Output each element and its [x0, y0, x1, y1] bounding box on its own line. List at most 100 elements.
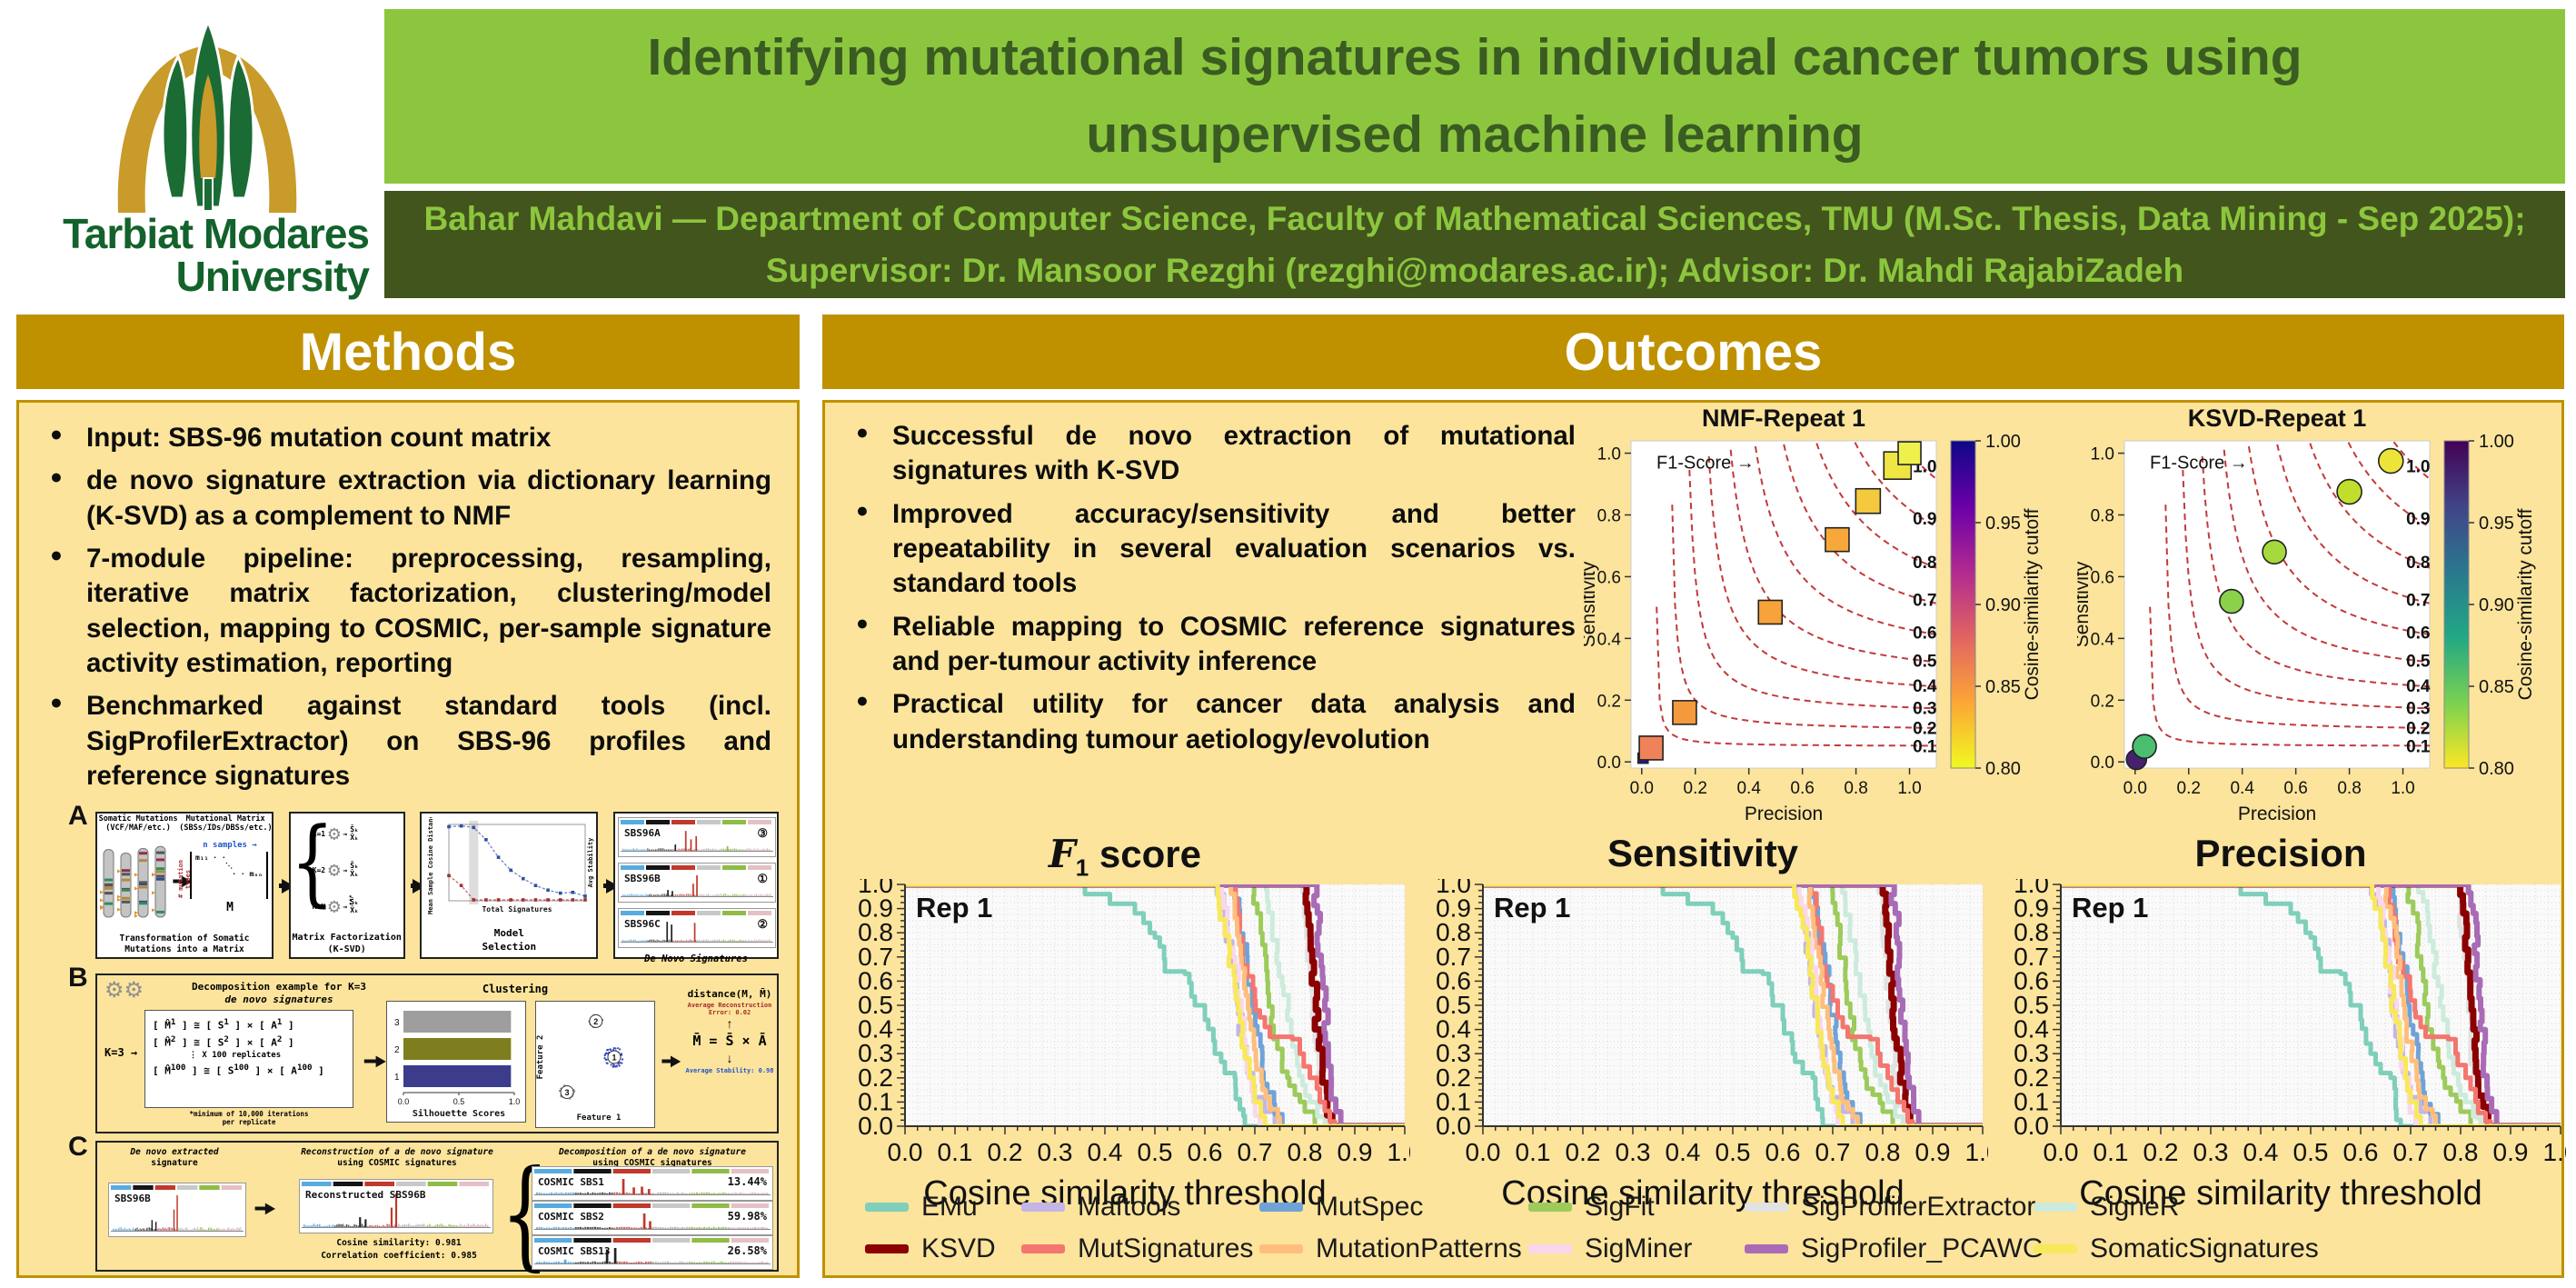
- mini-signature-Reconstructed SBS96B: Reconstructed SBS96B: [299, 1179, 493, 1233]
- svg-text:0.8: 0.8: [1865, 1138, 1901, 1166]
- svg-text:0.2: 0.2: [2014, 1063, 2049, 1092]
- svg-text:0.8: 0.8: [1288, 1138, 1323, 1166]
- svg-text:0.8: 0.8: [1436, 918, 1471, 946]
- svg-text:NMF-Repeat 1: NMF-Repeat 1: [1702, 404, 1865, 432]
- ksvd-scatter-figure: KSVD-Repeat 1 0.1 0.2 0.3 0.4 0.5 0.6 0.7 0.8 0.9…: [2072, 404, 2568, 829]
- logo-cypress-trees: [161, 18, 255, 212]
- svg-text:1.0: 1.0: [2406, 458, 2430, 477]
- svg-text:0.7: 0.7: [1238, 1138, 1273, 1166]
- nmf-scatter-figure: NMF-Repeat 1 0.1 0.2 0.3 0.4 0.5 0.6 0.7 0.8 0.9 1…: [1578, 404, 2074, 829]
- figure-b-decomposition: ⚙⚙ Decomposition example for K=3 de novo s…: [95, 973, 779, 1133]
- methods-bullet: de novo signature extraction via diction…: [43, 464, 771, 534]
- sensitivity-chart: Sensitivity 0.0 0.1 0.2 0.3 0.4 0.5 0.6 0.7 0.8 0.…: [1417, 832, 2000, 1213]
- mini-signature-SBS96C: SBS96C ②: [618, 908, 777, 948]
- svg-text:KSVD-Repeat 1: KSVD-Repeat 1: [2188, 404, 2367, 432]
- svg-text:0.9: 0.9: [1338, 1138, 1373, 1166]
- svg-text:0.1: 0.1: [2406, 737, 2431, 756]
- legend-item-somaticsignatures: SomaticSignatures: [2034, 1233, 2546, 1264]
- poster-title-line1: Identifying mutational signatures in ind…: [647, 27, 2302, 86]
- svg-text:0.7: 0.7: [2393, 1138, 2429, 1166]
- legend-swatch: [1021, 1244, 1065, 1253]
- chromosomes-graphic: [100, 845, 166, 918]
- svg-text:0.6: 0.6: [1436, 966, 1471, 994]
- legend-swatch: [1528, 1203, 1572, 1212]
- svg-text:0.9: 0.9: [858, 894, 893, 923]
- outcomes-header-label: Outcomes: [1564, 322, 1823, 382]
- svg-text:0.2: 0.2: [2406, 720, 2430, 739]
- svg-text:3: 3: [565, 1088, 570, 1097]
- svg-text:0.90: 0.90: [2479, 595, 2514, 615]
- svg-text:COSMIC SBS1: COSMIC SBS1: [538, 1176, 604, 1188]
- svg-text:0.0: 0.0: [1630, 779, 1654, 798]
- legend-label: Maftools: [1078, 1192, 1181, 1222]
- svg-text:0.85: 0.85: [1985, 677, 2021, 697]
- svg-text:F1-Score →: F1-Score →: [2150, 454, 2248, 474]
- silhouette-chart: 3 2 1 0.0 0.5 1.0 Silhouette Scores: [386, 1001, 526, 1123]
- supervisors-line: Supervisor: Dr. Mansoor Rezghi (rezghi@m…: [765, 252, 2184, 289]
- svg-text:①: ①: [757, 872, 768, 885]
- svg-text:0.0: 0.0: [2044, 1138, 2079, 1166]
- svg-text:0.3: 0.3: [2406, 700, 2430, 719]
- svg-text:0.8: 0.8: [2406, 554, 2430, 573]
- methods-bullet: Input: SBS-96 mutation count matrix: [43, 421, 771, 455]
- legend-swatch: [2034, 1244, 2077, 1253]
- logo-arch: [117, 45, 297, 213]
- svg-text:0.0: 0.0: [2091, 754, 2114, 773]
- svg-text:26.58%: 26.58%: [728, 1244, 768, 1257]
- svg-text:1.0: 1.0: [2543, 1138, 2566, 1166]
- svg-text:1.0: 1.0: [1897, 779, 1921, 798]
- decomposition-equations: [ M̂1 ] ≅ [ S1 ] × [ A1 ][ M̂2 ] ≅ [ S2 …: [144, 1010, 353, 1108]
- svg-text:SBS96C: SBS96C: [624, 918, 661, 930]
- legend-item-sigfit: SigFit: [1528, 1192, 1745, 1223]
- svg-text:Total Signatures: Total Signatures: [482, 904, 552, 914]
- outcomes-bullet: Practical utility for cancer data analys…: [849, 687, 1576, 757]
- svg-text:0.6: 0.6: [1597, 568, 1621, 587]
- legend-item-signer: SigneR: [2034, 1192, 2546, 1223]
- legend-item-sigprofilerextractor: SigProfilerExtractor: [1745, 1192, 2035, 1223]
- svg-text:0.1: 0.1: [1436, 1087, 1471, 1115]
- outcomes-bullet: Improved accuracy/sensitivity and better…: [849, 497, 1576, 602]
- svg-text:1.0: 1.0: [1597, 445, 1621, 464]
- svg-text:0.0: 0.0: [398, 1097, 410, 1106]
- chart-title: Precision: [2194, 832, 2367, 874]
- svg-text:0.0: 0.0: [2014, 1112, 2049, 1140]
- legend-label: SomaticSignatures: [2090, 1233, 2319, 1263]
- chart-xlabel: Cosine similarity threshold: [923, 1174, 1327, 1213]
- outcomes-section-header: Outcomes: [822, 315, 2564, 389]
- svg-text:0.6: 0.6: [2014, 966, 2049, 994]
- chart-title: F1 score: [1048, 832, 1202, 882]
- svg-text:Sensitivity: Sensitivity: [2077, 561, 2093, 647]
- svg-text:0.8: 0.8: [858, 918, 893, 946]
- svg-text:0.8: 0.8: [2014, 918, 2049, 946]
- svg-text:0.90: 0.90: [1985, 595, 2021, 615]
- svg-text:0.7: 0.7: [1913, 591, 1936, 610]
- svg-text:Precision: Precision: [2238, 804, 2316, 824]
- legend-label: EMu: [921, 1192, 978, 1222]
- cluster-scatter-chart: 1 2 3 Feature 1 Feature 2: [535, 1001, 655, 1128]
- methods-panel: Input: SBS-96 mutation count matrix de no…: [16, 400, 800, 1283]
- nmf-scatter-svg: NMF-Repeat 10.10.20.30.40.50.60.70.80.91…: [1578, 404, 2043, 824]
- svg-text:1: 1: [394, 1073, 400, 1083]
- f1-plot-svg: 0.00.10.20.30.40.50.60.70.80.91.00.00.10…: [858, 870, 1422, 1166]
- svg-text:0.8: 0.8: [1913, 554, 1936, 573]
- legend-item-mutsignatures: MutSignatures: [1021, 1233, 1259, 1264]
- legend-swatch: [1259, 1244, 1303, 1253]
- svg-text:1.0: 1.0: [2091, 445, 2114, 464]
- svg-text:0.4: 0.4: [1436, 1015, 1471, 1043]
- svg-text:SBS96B: SBS96B: [624, 873, 661, 884]
- svg-text:0.5: 0.5: [2406, 653, 2431, 672]
- legend-label: SigProfiler_PCAWG: [1801, 1233, 2044, 1263]
- svg-text:0.5: 0.5: [858, 991, 893, 1019]
- svg-text:0.6: 0.6: [2406, 624, 2430, 643]
- model-selection-plot: Mean Sample Cosine Distance Avg Stability…: [427, 817, 594, 914]
- legend-label: MutSignatures: [1078, 1233, 1254, 1263]
- svg-text:Reconstructed SBS96B: Reconstructed SBS96B: [305, 1189, 426, 1201]
- svg-text:1.0: 1.0: [509, 1097, 521, 1106]
- methods-bullet: Benchmarked against standard tools (incl…: [43, 689, 771, 794]
- figure-b-label: B: [68, 963, 88, 993]
- svg-text:3: 3: [394, 1018, 400, 1028]
- svg-text:0.7: 0.7: [1436, 943, 1471, 971]
- sensitivity-plot-svg: 0.00.10.20.30.40.50.60.70.80.91.00.00.10…: [1436, 870, 2000, 1166]
- svg-text:0.9: 0.9: [2406, 510, 2430, 529]
- mini-signature-COSMIC SBS13: COSMIC SBS13 26.58%: [532, 1235, 773, 1270]
